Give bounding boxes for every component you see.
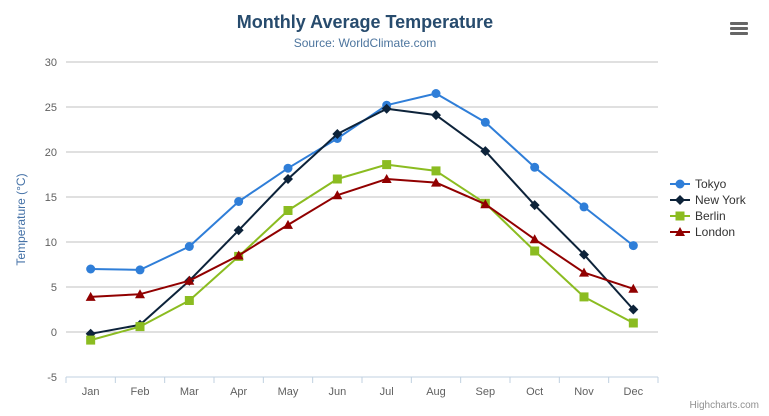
data-point-marker[interactable] (135, 265, 145, 275)
x-axis-label: Dec (624, 386, 644, 398)
legend-label: New York (695, 193, 746, 207)
data-point-marker[interactable] (530, 162, 540, 172)
data-point-marker[interactable] (431, 110, 441, 121)
data-point-marker[interactable] (480, 117, 490, 127)
data-point-marker[interactable] (332, 190, 343, 200)
y-axis-label: 0 (51, 327, 57, 339)
x-axis-label: Feb (131, 386, 150, 398)
data-point-marker[interactable] (579, 202, 589, 212)
x-axis-label: Jun (328, 386, 346, 398)
x-axis-label: May (278, 386, 299, 398)
data-point-marker[interactable] (431, 89, 441, 98)
y-axis-label: 25 (45, 102, 57, 114)
data-point-marker[interactable] (381, 174, 392, 183)
data-point-marker[interactable] (135, 289, 145, 299)
data-point-marker[interactable] (381, 103, 392, 114)
y-axis-label: 15 (45, 192, 57, 204)
data-point-marker[interactable] (675, 179, 685, 189)
data-point-marker[interactable] (529, 200, 540, 211)
legend-square-icon (670, 211, 690, 221)
data-point-marker[interactable] (579, 292, 589, 302)
data-point-marker[interactable] (85, 291, 96, 301)
data-point-marker[interactable] (530, 246, 540, 256)
series-tokyo-line (89, 92, 635, 271)
data-point-marker[interactable] (628, 318, 638, 328)
legend-item-new-york[interactable]: New York (670, 192, 746, 208)
legend-item-tokyo[interactable]: Tokyo (670, 176, 746, 192)
legend-item-london[interactable]: London (670, 224, 746, 240)
data-point-marker[interactable] (431, 177, 441, 187)
data-point-marker[interactable] (332, 129, 343, 139)
data-point-marker[interactable] (675, 211, 685, 221)
legend-triangle-icon (670, 227, 690, 236)
series-berlin-line (89, 163, 635, 342)
data-point-marker[interactable] (283, 206, 293, 215)
chart-title: Monthly Average Temperature (236, 12, 494, 32)
data-point-marker[interactable] (86, 335, 96, 345)
data-point-marker[interactable] (184, 275, 195, 285)
y-axis-label: 20 (45, 147, 57, 159)
data-point-marker[interactable] (579, 249, 589, 260)
data-point-marker[interactable] (480, 146, 491, 157)
data-point-marker[interactable] (184, 296, 194, 305)
y-axis-label: 10 (45, 237, 57, 249)
y-axis-label: 5 (51, 282, 57, 294)
data-point-marker[interactable] (283, 174, 293, 184)
legend-item-berlin[interactable]: Berlin (670, 208, 746, 224)
data-point-marker[interactable] (529, 234, 540, 244)
legend-diamond-icon (670, 195, 690, 205)
x-axis-label: Nov (574, 386, 594, 398)
data-point-marker[interactable] (283, 163, 293, 173)
x-axis-label: Sep (476, 386, 496, 398)
data-point-marker[interactable] (233, 250, 244, 260)
data-point-marker[interactable] (135, 322, 145, 332)
data-point-marker[interactable] (332, 174, 342, 184)
data-point-marker[interactable] (675, 195, 685, 205)
data-point-marker[interactable] (234, 197, 244, 206)
data-point-marker[interactable] (382, 160, 392, 170)
x-axis-label: Jan (82, 386, 100, 398)
legend-label: Berlin (695, 209, 726, 223)
series-tokyo (86, 89, 638, 275)
legend-label: Tokyo (695, 177, 727, 191)
data-point-marker[interactable] (628, 304, 639, 315)
series-new-york-line (89, 107, 635, 335)
y-axis-label: 30 (45, 57, 57, 69)
y-axis-label: -5 (47, 372, 57, 384)
export-menu-button[interactable] (727, 18, 753, 38)
data-point-marker[interactable] (233, 225, 244, 236)
x-axis-label: Mar (180, 386, 199, 398)
x-axis-label: Aug (426, 386, 446, 398)
chart-subtitle: Source: WorldClimate.com (293, 36, 437, 50)
legend: Tokyo New York Berlin London (670, 176, 746, 240)
data-point-marker[interactable] (675, 227, 685, 236)
legend-label: London (695, 225, 736, 239)
data-point-marker[interactable] (184, 242, 194, 251)
legend-circle-icon (670, 179, 690, 189)
series-london (85, 174, 639, 301)
x-axis-label: Oct (526, 386, 543, 398)
data-point-marker[interactable] (628, 241, 638, 251)
data-point-marker[interactable] (579, 267, 589, 277)
credits-link[interactable]: Highcharts.com (689, 400, 759, 411)
x-axis-label: Jul (380, 386, 394, 398)
y-axis-title: Temperature (°C) (14, 173, 28, 265)
series-new-york (85, 103, 639, 339)
data-point-marker[interactable] (283, 219, 293, 229)
data-point-marker[interactable] (628, 283, 639, 293)
data-point-marker[interactable] (480, 199, 491, 209)
data-point-marker[interactable] (431, 166, 441, 176)
hamburger-icon (730, 21, 750, 35)
series-london-line (89, 178, 635, 298)
data-point-marker[interactable] (86, 264, 96, 274)
x-axis-label: Apr (230, 386, 247, 398)
